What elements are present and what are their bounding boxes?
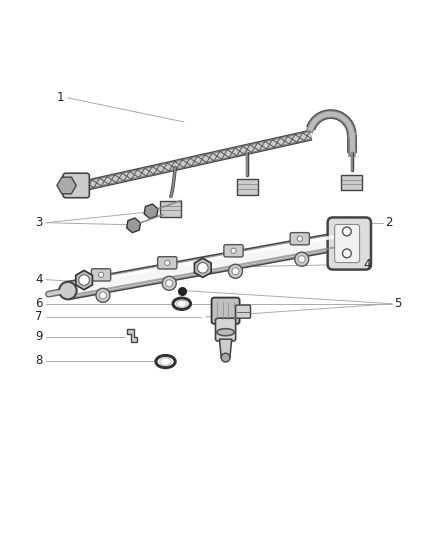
Text: 6: 6 [35, 297, 42, 310]
Circle shape [298, 256, 305, 263]
FancyBboxPatch shape [290, 232, 309, 245]
Ellipse shape [217, 329, 234, 336]
Text: 4: 4 [35, 273, 42, 286]
Polygon shape [219, 339, 232, 358]
Circle shape [165, 260, 170, 265]
Text: 7: 7 [35, 310, 42, 324]
Ellipse shape [173, 298, 191, 310]
Circle shape [166, 280, 173, 287]
Text: 9: 9 [35, 330, 42, 343]
Circle shape [343, 227, 351, 236]
FancyBboxPatch shape [224, 245, 243, 257]
Ellipse shape [156, 356, 175, 368]
Text: 1: 1 [57, 91, 64, 104]
FancyBboxPatch shape [212, 297, 240, 324]
FancyBboxPatch shape [335, 224, 360, 263]
FancyBboxPatch shape [237, 179, 258, 195]
FancyBboxPatch shape [92, 269, 111, 281]
Ellipse shape [177, 300, 187, 307]
Circle shape [162, 276, 176, 290]
Circle shape [231, 248, 236, 253]
FancyBboxPatch shape [158, 257, 177, 269]
FancyBboxPatch shape [236, 305, 251, 318]
Ellipse shape [160, 358, 171, 365]
Circle shape [229, 264, 243, 278]
Circle shape [232, 268, 239, 274]
Text: 5: 5 [394, 297, 402, 310]
Circle shape [297, 236, 302, 241]
Circle shape [221, 353, 230, 362]
Circle shape [99, 292, 106, 299]
Text: 8: 8 [35, 354, 42, 367]
Polygon shape [127, 329, 137, 342]
Circle shape [99, 272, 104, 278]
Text: 2: 2 [385, 216, 393, 229]
Circle shape [79, 275, 89, 285]
FancyBboxPatch shape [215, 318, 236, 341]
FancyBboxPatch shape [341, 174, 362, 190]
Circle shape [96, 288, 110, 302]
Circle shape [59, 282, 77, 300]
FancyBboxPatch shape [328, 217, 371, 270]
Text: 3: 3 [35, 216, 42, 229]
Circle shape [343, 249, 351, 258]
FancyBboxPatch shape [63, 173, 89, 198]
Text: 4: 4 [364, 258, 371, 271]
Circle shape [295, 252, 309, 266]
Circle shape [198, 263, 208, 273]
FancyBboxPatch shape [160, 201, 181, 216]
